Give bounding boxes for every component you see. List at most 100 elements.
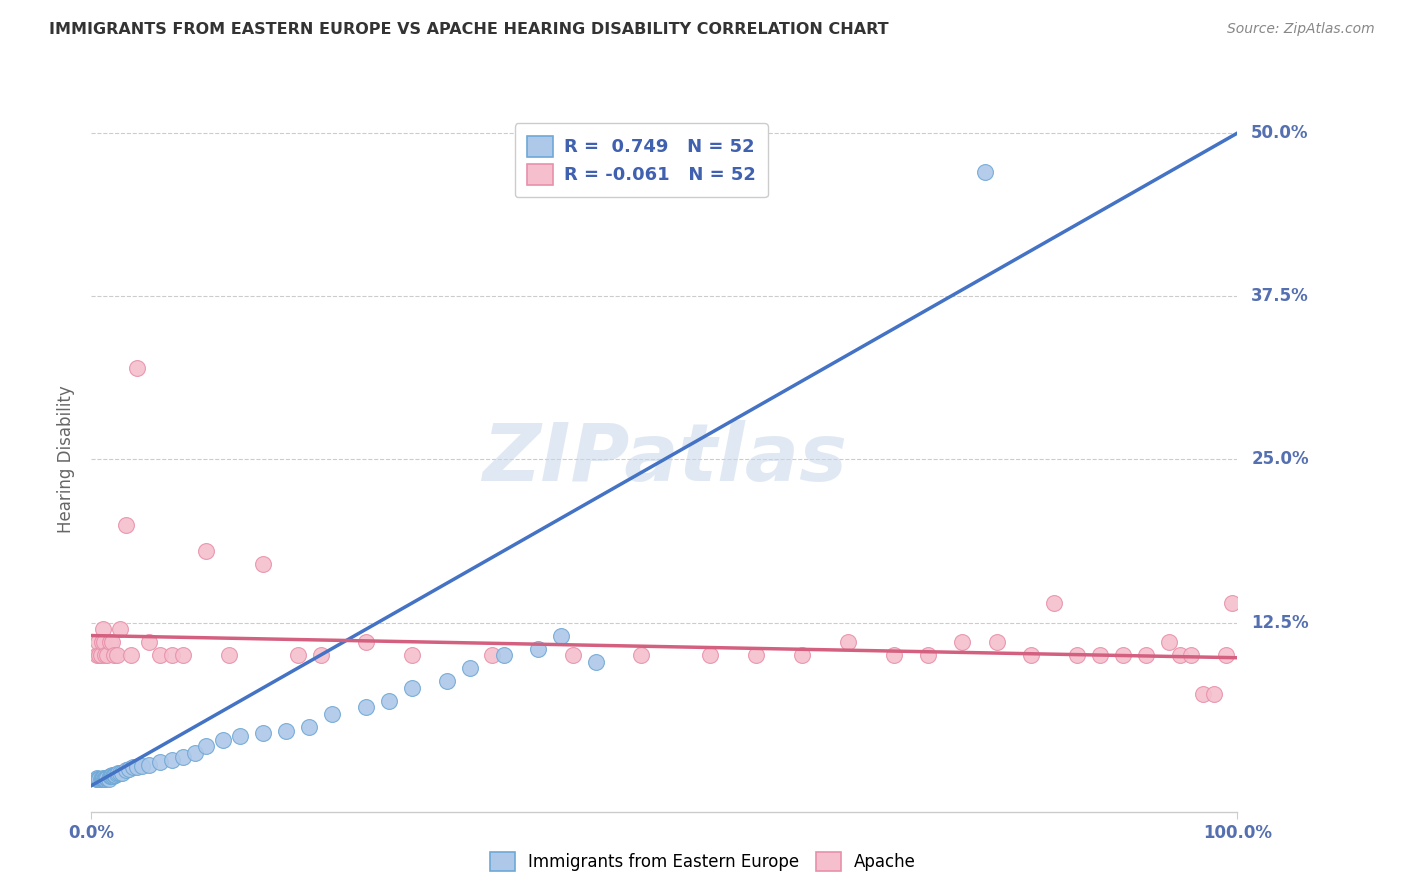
Legend: Immigrants from Eastern Europe, Apache: Immigrants from Eastern Europe, Apache — [481, 843, 925, 880]
Point — [118, 762, 141, 776]
Point — [298, 720, 321, 734]
Point — [91, 772, 114, 786]
Point — [1157, 635, 1180, 649]
Point — [86, 648, 108, 662]
Point — [149, 755, 172, 769]
Point — [103, 648, 125, 662]
Text: Source: ZipAtlas.com: Source: ZipAtlas.com — [1227, 22, 1375, 37]
Point — [1204, 687, 1226, 701]
Point — [492, 648, 515, 662]
Point — [309, 648, 332, 662]
Point — [121, 760, 143, 774]
Point — [1192, 687, 1215, 701]
Point — [96, 771, 118, 785]
Point — [121, 648, 143, 662]
Point — [172, 648, 194, 662]
Point — [561, 648, 583, 662]
Point — [790, 648, 813, 662]
Point — [183, 746, 205, 760]
Point — [974, 165, 997, 179]
Point — [1135, 648, 1157, 662]
Point — [114, 517, 136, 532]
Point — [108, 765, 131, 780]
Point — [172, 750, 194, 764]
Point — [481, 648, 503, 662]
Point — [917, 648, 939, 662]
Point — [138, 635, 160, 649]
Point — [1111, 648, 1133, 662]
Point — [1019, 648, 1042, 662]
Point — [105, 767, 128, 781]
Point — [229, 729, 252, 743]
Point — [218, 648, 240, 662]
Point — [86, 772, 108, 786]
Point — [98, 769, 121, 784]
Point — [401, 648, 423, 662]
Point — [1215, 648, 1237, 662]
Point — [378, 694, 401, 708]
Point — [837, 635, 859, 649]
Point — [94, 772, 117, 786]
Point — [321, 706, 343, 721]
Point — [86, 772, 108, 786]
Point — [91, 622, 114, 636]
Text: 37.5%: 37.5% — [1251, 287, 1309, 305]
Point — [98, 635, 121, 649]
Point — [194, 739, 217, 754]
Point — [699, 648, 721, 662]
Point — [287, 648, 309, 662]
Point — [104, 768, 127, 782]
Point — [93, 772, 115, 786]
Text: ZIPatlas: ZIPatlas — [482, 420, 846, 499]
Point — [1043, 596, 1066, 610]
Point — [90, 648, 112, 662]
Point — [96, 771, 118, 785]
Point — [86, 772, 108, 786]
Point — [252, 726, 274, 740]
Point — [585, 655, 607, 669]
Point — [356, 635, 378, 649]
Point — [87, 772, 110, 786]
Point — [101, 768, 124, 782]
Point — [1066, 648, 1088, 662]
Point — [550, 629, 572, 643]
Point — [1220, 596, 1243, 610]
Point — [882, 648, 904, 662]
Point — [630, 648, 652, 662]
Point — [111, 765, 134, 780]
Text: 50.0%: 50.0% — [1251, 124, 1309, 142]
Legend: R =  0.749   N = 52, R = -0.061   N = 52: R = 0.749 N = 52, R = -0.061 N = 52 — [515, 123, 768, 197]
Point — [127, 760, 149, 774]
Point — [436, 674, 458, 689]
Point — [91, 771, 114, 785]
Text: 25.0%: 25.0% — [1251, 450, 1309, 468]
Text: 12.5%: 12.5% — [1251, 614, 1309, 632]
Point — [356, 700, 378, 714]
Point — [1088, 648, 1111, 662]
Point — [1168, 648, 1191, 662]
Point — [950, 635, 973, 649]
Text: IMMIGRANTS FROM EASTERN EUROPE VS APACHE HEARING DISABILITY CORRELATION CHART: IMMIGRANTS FROM EASTERN EUROPE VS APACHE… — [49, 22, 889, 37]
Point — [89, 648, 111, 662]
Point — [458, 661, 481, 675]
Point — [107, 765, 129, 780]
Point — [101, 635, 124, 649]
Point — [138, 757, 160, 772]
Point — [86, 771, 108, 785]
Point — [90, 772, 112, 786]
Point — [89, 772, 111, 786]
Point — [105, 648, 128, 662]
Point — [96, 648, 118, 662]
Point — [100, 769, 122, 784]
Point — [252, 557, 274, 571]
Point — [1180, 648, 1202, 662]
Point — [160, 752, 183, 766]
Point — [194, 543, 217, 558]
Point — [527, 641, 550, 656]
Point — [114, 763, 136, 777]
Point — [108, 622, 131, 636]
Point — [212, 733, 235, 747]
Point — [87, 635, 110, 649]
Point — [103, 768, 125, 782]
Point — [131, 759, 153, 773]
